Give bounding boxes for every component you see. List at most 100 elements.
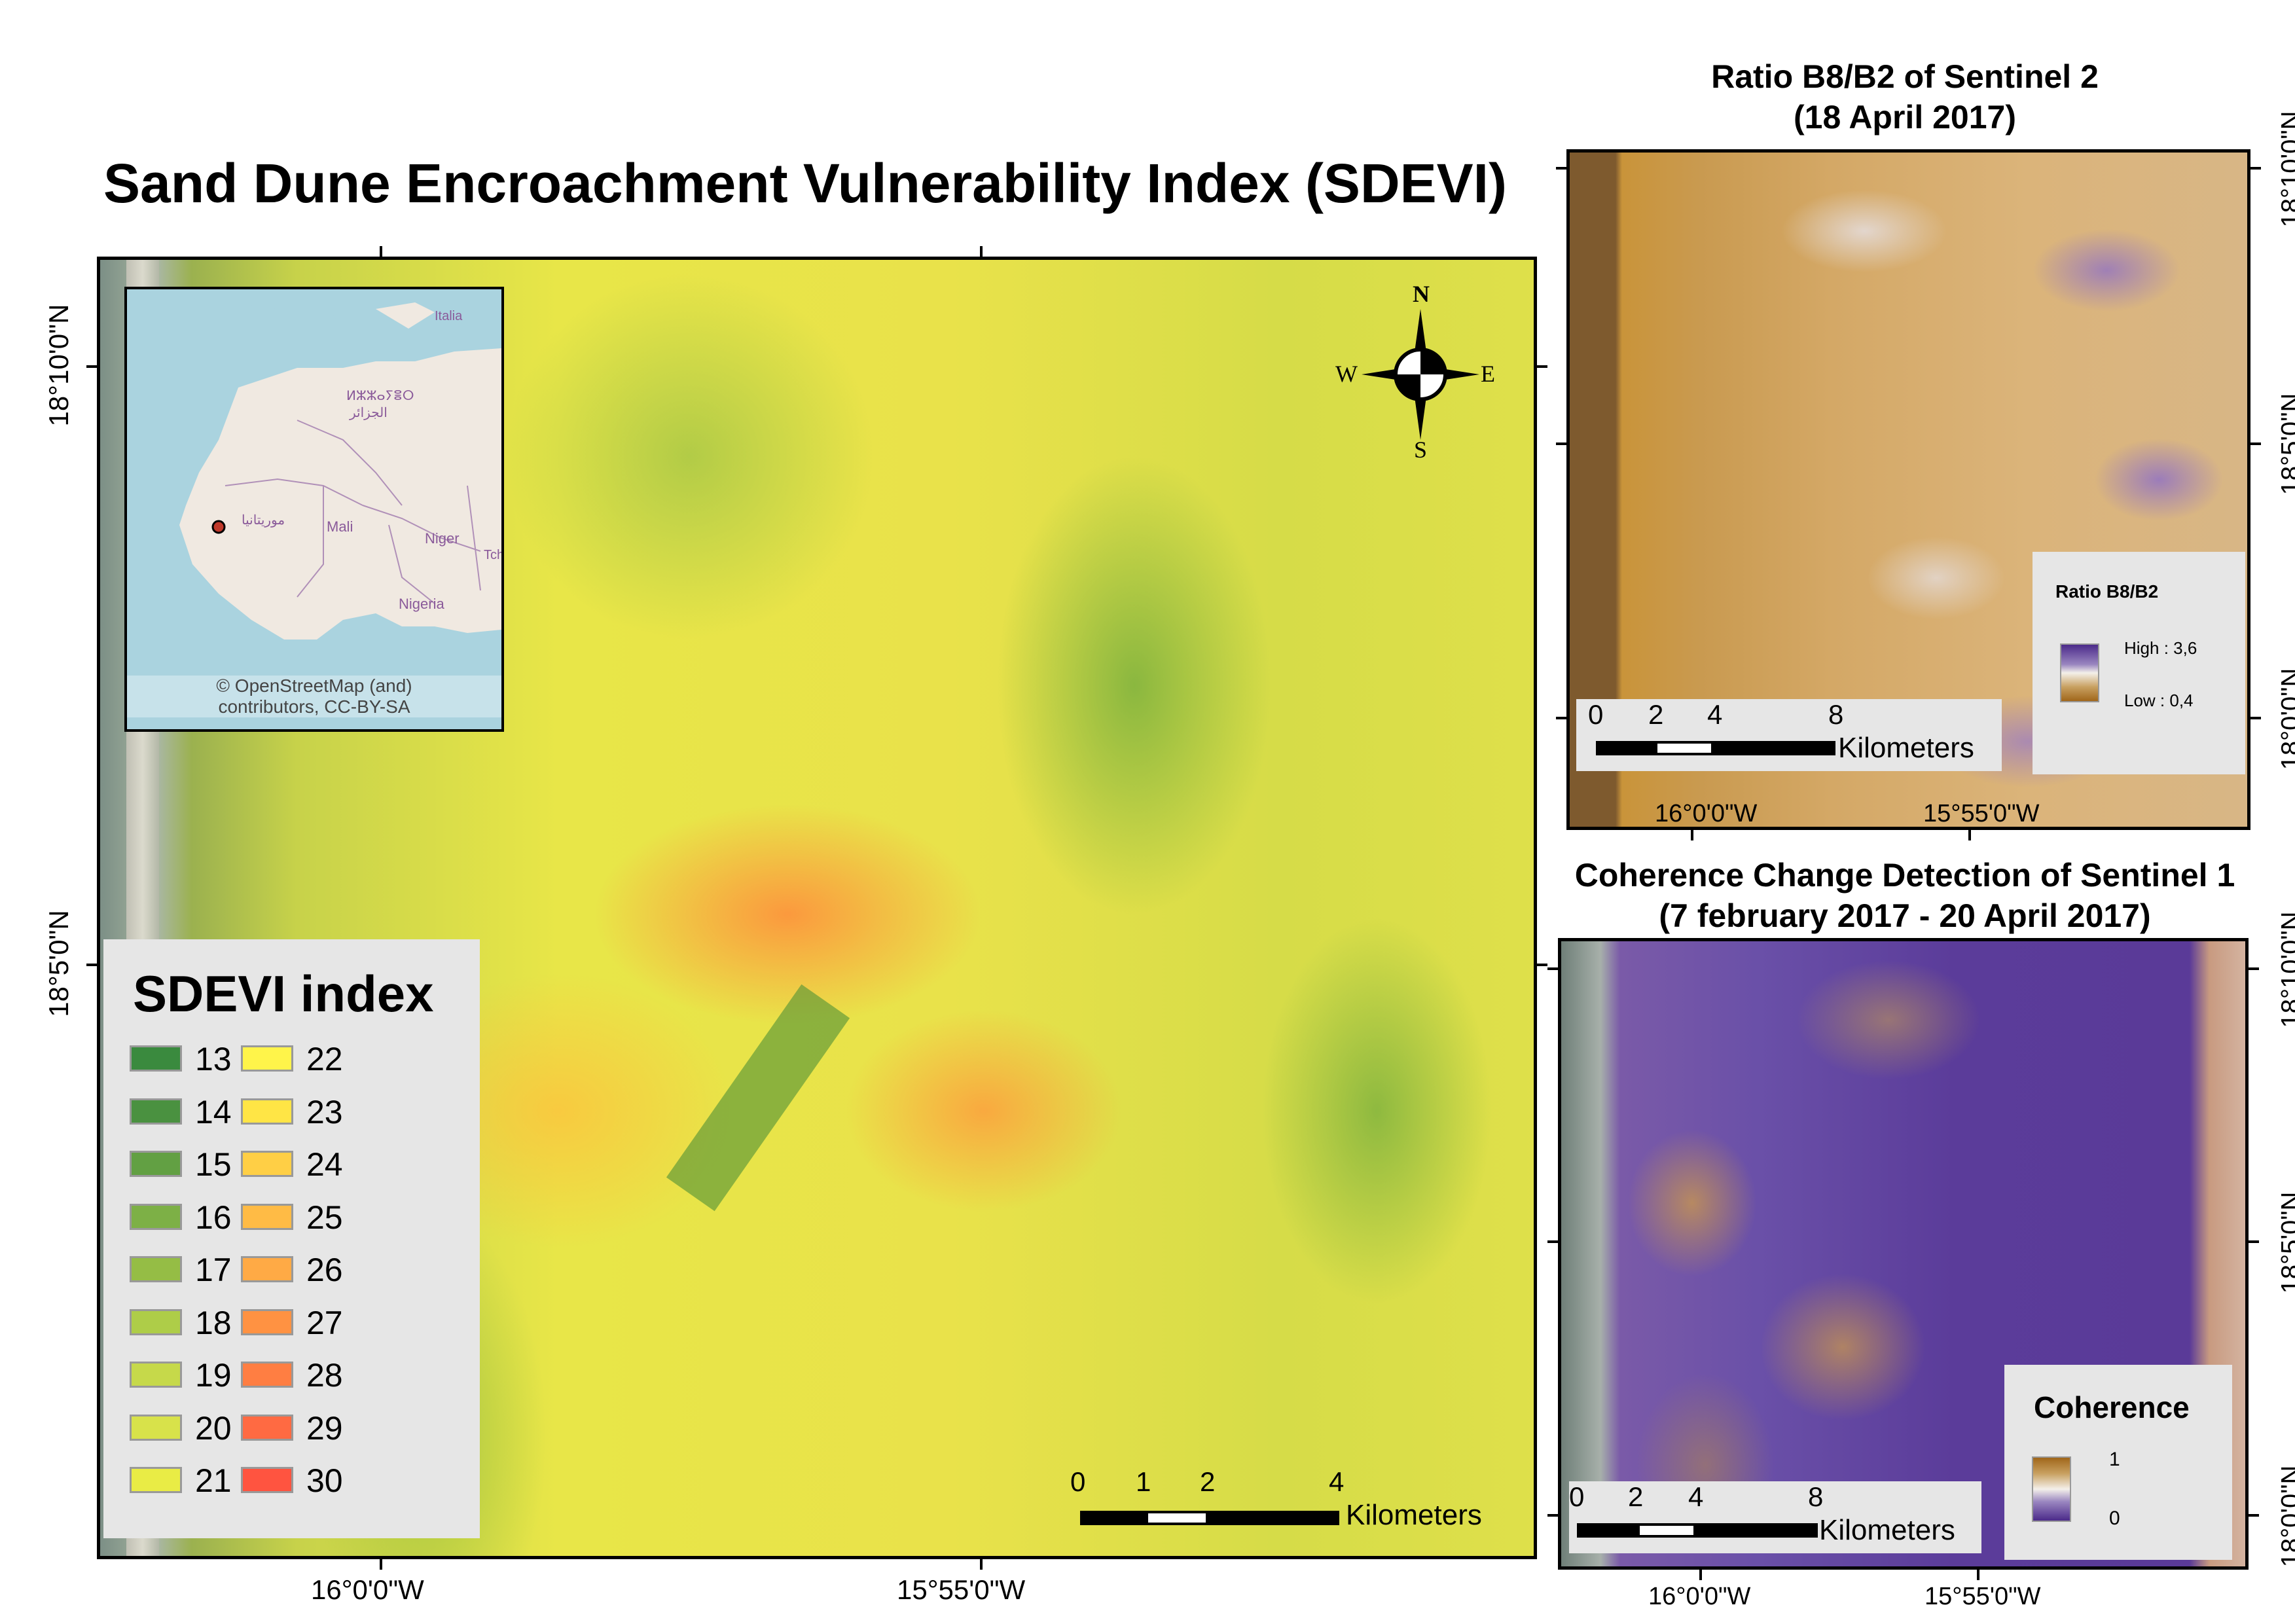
legend-swatch-24 [241,1151,293,1177]
coherence-legend-high: 1 [2109,1449,2120,1470]
ratio-y-label-3: 18°0'0"N [2276,668,2295,770]
inset-label-tchad: Tch [484,548,504,562]
legend-label-27: 27 [306,1304,343,1341]
inset-label-nigeria: Nigeria [399,596,444,612]
inset-label-italia: Italia [435,309,463,323]
main-x-label-1: 16°0'0"W [311,1574,424,1605]
ratio-legend-title: Ratio B8/B2 [2055,581,2159,602]
ratio-x-label-2: 15°55'0"W [1923,800,2040,827]
ratio-y-label-2: 18°5'0"N [2276,393,2295,496]
ratio-tick-right-2 [2249,442,2261,445]
legend-swatch-22 [241,1045,293,1072]
coherence-legend-gradient [2032,1456,2071,1522]
ratio-x-label-1: 16°0'0"W [1655,800,1758,827]
main-tick-right-2 [1536,964,1547,966]
legend-swatch-28 [241,1362,293,1388]
sdevi-legend: SDEVI index 13 14 15 16 17 18 19 20 21 22 23 24 25 26… [103,939,480,1538]
coh-x-label-1: 16°0'0"W [1648,1583,1751,1610]
main-tick-left-2 [86,964,98,966]
legend-label-16: 16 [195,1199,232,1236]
legend-swatch-13 [130,1045,182,1072]
main-tick-bottom-1 [380,1558,382,1570]
ratio-tick-bottom-1 [1691,829,1693,840]
legend-label-14: 14 [195,1093,232,1130]
compass-n: N [1413,281,1430,307]
legend-swatch-26 [241,1256,293,1282]
inset-label-tifinagh: ⵍⵣⵣⴰⵢⴻⵔ [346,389,414,403]
ratio-tick-left-3 [1556,717,1568,719]
legend-label-15: 15 [195,1146,232,1183]
main-tick-top-2 [980,246,983,258]
coherence-legend: Coherence 1 0 [2004,1365,2232,1560]
compass-s: S [1414,437,1428,463]
ratio-legend-high: High : 3,6 [2124,638,2197,658]
ratio-scale-tick-8: 8 [1828,699,1844,730]
coh-scale-tick-8: 8 [1808,1481,1824,1512]
legend-label-23: 23 [306,1093,343,1130]
scale-tick-4: 4 [1329,1466,1345,1497]
inset-attribution-line2: contributors, CC-BY-SA [218,696,410,717]
coh-tick-bottom-2 [1977,1568,1979,1580]
legend-label-13: 13 [195,1041,232,1077]
inset-land-shape [127,289,501,729]
north-arrow: N S W E [1335,281,1506,466]
ratio-tick-right-3 [2249,717,2261,719]
legend-swatch-23 [241,1098,293,1125]
coh-tick-right-1 [2247,967,2259,970]
legend-swatch-16 [130,1203,182,1230]
ratio-legend-gradient [2060,643,2099,702]
coh-y-label-2: 18°5'0"N [2276,1191,2295,1294]
legend-swatch-21 [130,1467,182,1493]
ratio-map-title-line2: (18 April 2017) [1794,99,2016,135]
inset-label-algeria-ar: الجزائر [350,406,388,420]
scale-tick-1: 1 [1136,1466,1151,1497]
ratio-scale-unit: Kilometers [1838,732,1974,764]
main-y-label-1: 18°10'0"N [43,304,74,427]
coh-tick-right-3 [2247,1514,2259,1517]
legend-label-28: 28 [306,1357,343,1394]
legend-label-24: 24 [306,1146,343,1183]
coherence-scale-bar: 0 2 4 8 Kilometers [1569,1481,1981,1553]
legend-label-21: 21 [195,1462,232,1499]
coherence-legend-low: 0 [2109,1507,2120,1529]
legend-swatch-15 [130,1151,182,1177]
main-tick-left-1 [86,365,98,368]
inset-locator-map[interactable]: Italia ⵍⵣⵣⴰⵢⴻⵔ الجزائر موريتانيا Mali Ni… [124,287,504,732]
scale-tick-2: 2 [1200,1466,1216,1497]
coherence-map-title-line2: (7 february 2017 - 20 April 2017) [1659,897,2151,934]
coh-scale-tick-2: 2 [1628,1481,1644,1512]
main-y-label-2: 18°5'0"N [43,910,74,1017]
legend-label-22: 22 [306,1041,343,1077]
coh-tick-bottom-1 [1699,1568,1702,1580]
legend-swatch-25 [241,1203,293,1230]
ratio-map-title-line1: Ratio B8/B2 of Sentinel 2 [1711,58,2099,95]
coh-scale-unit: Kilometers [1819,1514,1955,1546]
inset-label-mali: Mali [327,518,353,535]
legend-label-19: 19 [195,1357,232,1394]
coh-y-label-3: 18°0'0"N [2276,1465,2295,1568]
compass-w: W [1335,361,1358,387]
legend-label-29: 29 [306,1409,343,1447]
vegetation-band [666,984,850,1212]
scale-tick-0: 0 [1070,1466,1086,1497]
coh-y-label-1: 18°10'0"N [2276,911,2295,1028]
coh-tick-left-1 [1547,967,1559,970]
legend-swatch-30 [241,1467,293,1493]
ratio-y-label-1: 18°10'0"N [2276,111,2295,228]
main-tick-right-1 [1536,365,1547,368]
ratio-scale-tick-0: 0 [1588,699,1604,730]
ratio-tick-left-1 [1556,167,1568,170]
coh-tick-left-3 [1547,1514,1559,1517]
coherence-legend-title: Coherence [2034,1390,2190,1424]
main-tick-top-1 [380,246,382,258]
legend-swatch-19 [130,1362,182,1388]
coherence-map-title-line1: Coherence Change Detection of Sentinel 1 [1574,857,2235,893]
legend-swatch-18 [130,1308,182,1335]
legend-swatch-29 [241,1414,293,1441]
legend-swatch-20 [130,1414,182,1441]
compass-rose-icon [1362,309,1479,440]
coh-x-label-2: 15°55'0"W [1925,1583,2041,1610]
ratio-tick-bottom-2 [1968,829,1971,840]
ratio-scale-bar: 0 2 4 8 Kilometers [1576,699,2002,771]
ratio-tick-left-2 [1556,442,1568,445]
